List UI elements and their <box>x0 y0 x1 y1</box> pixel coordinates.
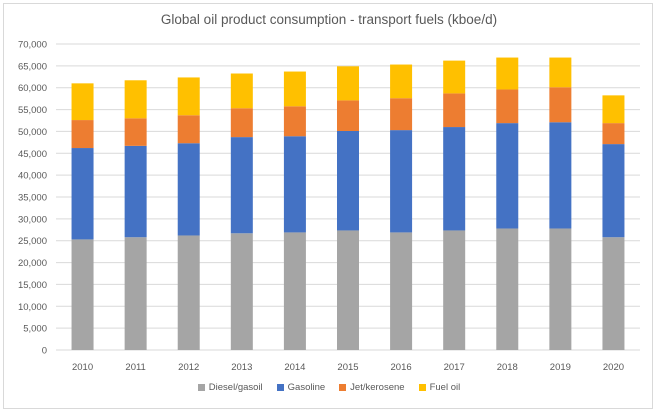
y-tick-label: 15,000 <box>18 280 47 291</box>
x-tick-label: 2014 <box>284 362 305 373</box>
legend-item: Fuel oil <box>418 382 461 393</box>
bar-segment-fuel-oil <box>549 57 572 88</box>
legend-swatch <box>339 384 347 391</box>
x-tick-label: 2012 <box>178 362 199 373</box>
bar-segment-gasoline <box>390 130 413 233</box>
x-tick-label: 2016 <box>391 362 412 373</box>
bar-segment-jet-kerosene <box>496 89 519 124</box>
bar-segment-diesel-gasoil <box>230 233 253 350</box>
legend-swatch <box>276 384 284 391</box>
bar-segment-jet-kerosene <box>71 120 94 149</box>
y-tick-label: 0 <box>42 346 47 357</box>
bar-segment-diesel-gasoil <box>496 228 519 350</box>
bar-segment-gasoline <box>549 122 572 229</box>
y-tick-label: 70,000 <box>18 40 47 51</box>
x-tick-label: 2011 <box>125 362 145 373</box>
bar-segment-jet-kerosene <box>549 87 572 123</box>
legend-label: Jet/kerosene <box>350 382 405 393</box>
bar-segment-fuel-oil <box>124 80 147 119</box>
bar-segment-jet-kerosene <box>283 106 306 137</box>
x-tick-label: 2018 <box>497 362 518 373</box>
bar-segment-diesel-gasoil <box>71 239 94 350</box>
x-tick-label: 2017 <box>444 362 465 373</box>
bar-segment-diesel-gasoil <box>549 228 572 350</box>
bar-segment-fuel-oil <box>443 60 466 94</box>
x-tick-label: 2015 <box>337 362 358 373</box>
y-tick-label: 65,000 <box>18 61 47 72</box>
y-tick-label: 10,000 <box>18 302 47 313</box>
bar-segment-gasoline <box>602 144 625 238</box>
bar-segment-diesel-gasoil <box>124 237 147 350</box>
y-tick-label: 60,000 <box>18 83 47 94</box>
x-tick-label: 2020 <box>603 362 624 373</box>
legend-label: Gasoline <box>287 382 326 393</box>
bar-segment-fuel-oil <box>283 71 306 107</box>
bar-segment-gasoline <box>177 143 200 236</box>
bar-segment-jet-kerosene <box>230 108 253 138</box>
legend-item: Diesel/gasoil <box>197 382 263 393</box>
legend-item: Gasoline <box>276 382 326 393</box>
y-tick-label: 45,000 <box>18 149 47 160</box>
bar-segment-jet-kerosene <box>443 93 466 128</box>
bar-segment-fuel-oil <box>71 83 94 121</box>
legend-swatch <box>418 384 426 391</box>
bar-segment-jet-kerosene <box>337 100 359 131</box>
bar-segment-fuel-oil <box>390 64 413 99</box>
bar-segment-gasoline <box>283 136 306 233</box>
bar-segment-jet-kerosene <box>390 98 413 131</box>
y-tick-label: 25,000 <box>18 236 47 247</box>
bar-segment-fuel-oil <box>337 66 359 101</box>
chart-legend: Diesel/gasoil Gasoline Jet/kerosene Fuel oi… <box>0 382 658 393</box>
bar-segment-fuel-oil <box>230 73 253 109</box>
bar-segment-jet-kerosene <box>124 118 147 146</box>
chart-frame <box>3 3 653 409</box>
bar-segment-gasoline <box>337 130 359 231</box>
legend-label: Fuel oil <box>429 382 461 393</box>
bar-segment-diesel-gasoil <box>337 230 359 350</box>
bar-segment-diesel-gasoil <box>443 230 466 350</box>
y-tick-label: 35,000 <box>18 193 47 204</box>
bar-segment-gasoline <box>124 145 147 238</box>
y-tick-label: 55,000 <box>18 105 47 116</box>
legend-item: Jet/kerosene <box>339 382 405 393</box>
y-tick-label: 5,000 <box>23 324 47 335</box>
y-tick-label: 20,000 <box>18 258 47 269</box>
bar-segment-gasoline <box>71 148 94 240</box>
bar-segment-gasoline <box>230 137 253 234</box>
bar-segment-diesel-gasoil <box>283 232 306 350</box>
y-tick-label: 50,000 <box>18 127 47 138</box>
bar-segment-diesel-gasoil <box>390 232 413 350</box>
bar-segment-jet-kerosene <box>602 123 625 145</box>
bar-segment-fuel-oil <box>602 95 625 124</box>
bar-segment-fuel-oil <box>177 77 200 116</box>
bar-segment-gasoline <box>496 123 519 229</box>
bar-segment-diesel-gasoil <box>177 235 200 350</box>
bar-segment-fuel-oil <box>496 57 519 90</box>
chart-title: Global oil product consumption - transpo… <box>160 12 498 27</box>
bar-segment-gasoline <box>443 127 466 231</box>
y-tick-label: 40,000 <box>18 171 47 182</box>
bar-segment-diesel-gasoil <box>602 237 625 350</box>
x-tick-label: 2013 <box>231 362 252 373</box>
legend-swatch <box>197 384 205 391</box>
legend-label: Diesel/gasoil <box>208 382 263 393</box>
y-tick-label: 30,000 <box>18 214 47 225</box>
x-tick-label: 2019 <box>550 362 571 373</box>
bar-segment-jet-kerosene <box>177 115 200 144</box>
x-tick-label: 2010 <box>72 362 93 373</box>
